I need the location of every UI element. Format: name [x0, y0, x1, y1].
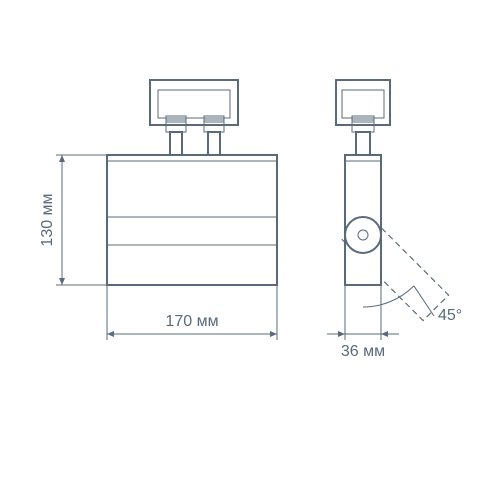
dim-height: 130 мм [39, 193, 56, 246]
dim-width: 170 мм [165, 313, 218, 330]
dimension-drawing: 130 мм 170 мм 36 мм 45° [0, 0, 500, 500]
dim-angle: 45° [438, 307, 462, 324]
dim-depth: 36 мм [341, 343, 385, 360]
